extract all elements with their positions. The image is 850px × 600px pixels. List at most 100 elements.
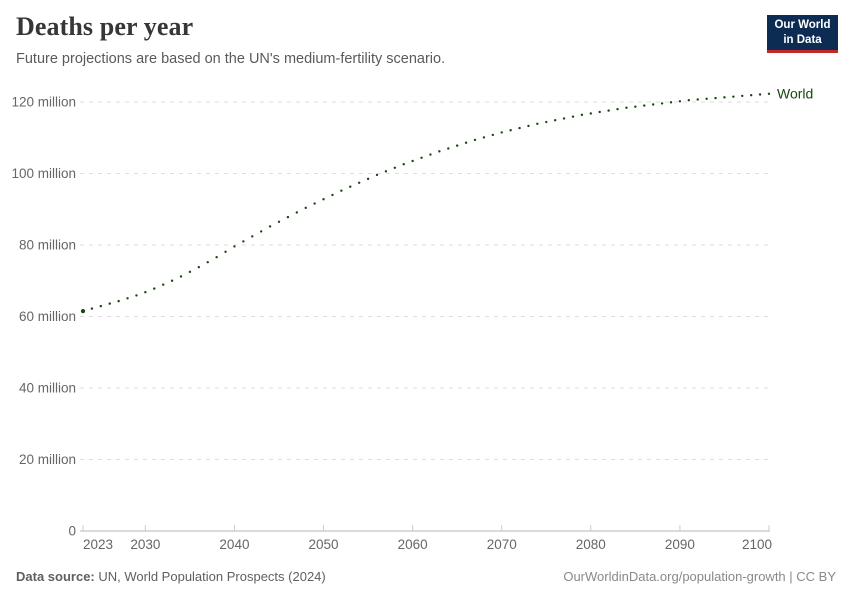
data-point xyxy=(473,138,477,142)
data-point xyxy=(286,215,290,219)
data-point xyxy=(464,141,468,144)
data-point xyxy=(215,255,218,259)
data-point xyxy=(251,235,254,238)
chart-subtitle: Future projections are based on the UN's… xyxy=(16,51,446,67)
y-tick-label: 20 million xyxy=(19,452,76,467)
y-tick-label: 0 xyxy=(68,524,76,539)
data-point xyxy=(749,94,753,97)
data-point xyxy=(545,120,548,124)
x-tick-label: 2050 xyxy=(309,537,339,552)
data-point xyxy=(268,225,272,228)
data-point xyxy=(536,122,539,126)
data-point xyxy=(161,283,165,286)
data-point xyxy=(224,250,227,253)
data-point xyxy=(153,287,156,290)
x-tick-label: 2080 xyxy=(576,537,606,552)
data-point xyxy=(643,104,646,107)
data-point xyxy=(562,117,566,120)
x-tick-label: 2100 xyxy=(742,537,772,552)
page-title: Deaths per year xyxy=(16,12,194,41)
x-axis-ticks xyxy=(82,525,770,531)
x-tick-label: 2070 xyxy=(487,537,517,552)
data-point xyxy=(135,294,138,297)
data-point xyxy=(598,110,601,114)
data-point xyxy=(402,163,405,166)
data-point xyxy=(393,166,397,169)
data-point xyxy=(126,297,129,300)
x-tick-label: 2090 xyxy=(665,537,695,552)
data-point xyxy=(500,131,503,134)
data-point xyxy=(349,185,352,188)
data-point xyxy=(331,193,334,197)
data-point xyxy=(527,124,530,128)
data-point xyxy=(375,173,379,177)
data-point xyxy=(322,198,325,201)
data-point xyxy=(117,299,120,303)
y-tick-label: 80 million xyxy=(19,238,76,253)
data-point xyxy=(384,170,388,173)
data-point xyxy=(669,101,673,104)
data-point xyxy=(687,99,691,102)
data-point xyxy=(607,109,610,112)
data-point xyxy=(723,96,726,99)
data-point xyxy=(553,119,557,122)
data-point xyxy=(179,275,183,278)
data-source-note: Data source: UN, World Population Prospe… xyxy=(16,569,326,584)
data-point xyxy=(651,103,655,106)
data-point xyxy=(144,290,147,294)
y-tick-label: 40 million xyxy=(19,381,76,396)
data-point xyxy=(108,302,111,305)
gridlines xyxy=(80,101,770,532)
data-point xyxy=(259,230,263,233)
data-point xyxy=(634,105,637,108)
x-tick-label: 2040 xyxy=(219,537,249,552)
credit-link[interactable]: OurWorldinData.org/population-growth | C… xyxy=(563,569,836,584)
x-tick-label: 2023 xyxy=(83,537,113,552)
world-series-dots[interactable] xyxy=(80,92,771,314)
data-point xyxy=(295,211,299,214)
data-point xyxy=(660,102,664,105)
data-point xyxy=(90,307,94,310)
data-source-label: Data source: xyxy=(16,569,95,584)
data-point xyxy=(732,95,735,98)
data-point xyxy=(429,153,432,156)
data-point xyxy=(518,126,521,130)
x-tick-label: 2030 xyxy=(130,537,160,552)
data-point xyxy=(714,96,717,100)
data-point xyxy=(741,94,744,98)
data-point xyxy=(438,150,441,153)
data-point xyxy=(696,98,699,101)
data-point xyxy=(678,100,682,103)
data-point xyxy=(705,97,708,100)
data-point xyxy=(188,270,192,274)
series-label-world[interactable]: World xyxy=(777,85,813,101)
data-source-text: UN, World Population Prospects (2024) xyxy=(94,569,326,584)
data-point xyxy=(580,113,584,117)
data-point xyxy=(758,93,762,96)
y-axis-labels: 0 20 million 40 million 60 million 80 millio… xyxy=(11,95,76,539)
data-point xyxy=(509,129,512,132)
data-point xyxy=(411,159,414,163)
y-tick-label: 100 million xyxy=(11,166,76,181)
data-point xyxy=(366,177,370,181)
data-point xyxy=(491,133,495,137)
data-point xyxy=(304,206,307,210)
last-observed-point xyxy=(80,309,86,314)
owid-logo-line2: in Data xyxy=(783,33,822,46)
data-point xyxy=(206,260,209,264)
data-point xyxy=(571,115,575,118)
data-point xyxy=(357,181,361,184)
data-point xyxy=(242,240,245,243)
data-point xyxy=(455,144,459,147)
x-tick-label: 2060 xyxy=(398,537,428,552)
x-axis-labels: 2023 2030 2040 2050 2060 2070 2080 2090 2100 xyxy=(83,537,772,552)
data-point xyxy=(625,106,628,109)
data-point xyxy=(616,107,619,111)
data-point xyxy=(482,136,486,139)
data-point xyxy=(197,265,201,269)
data-point xyxy=(420,156,423,159)
data-point xyxy=(99,304,103,308)
owid-logo[interactable]: Our World in Data xyxy=(767,15,838,53)
